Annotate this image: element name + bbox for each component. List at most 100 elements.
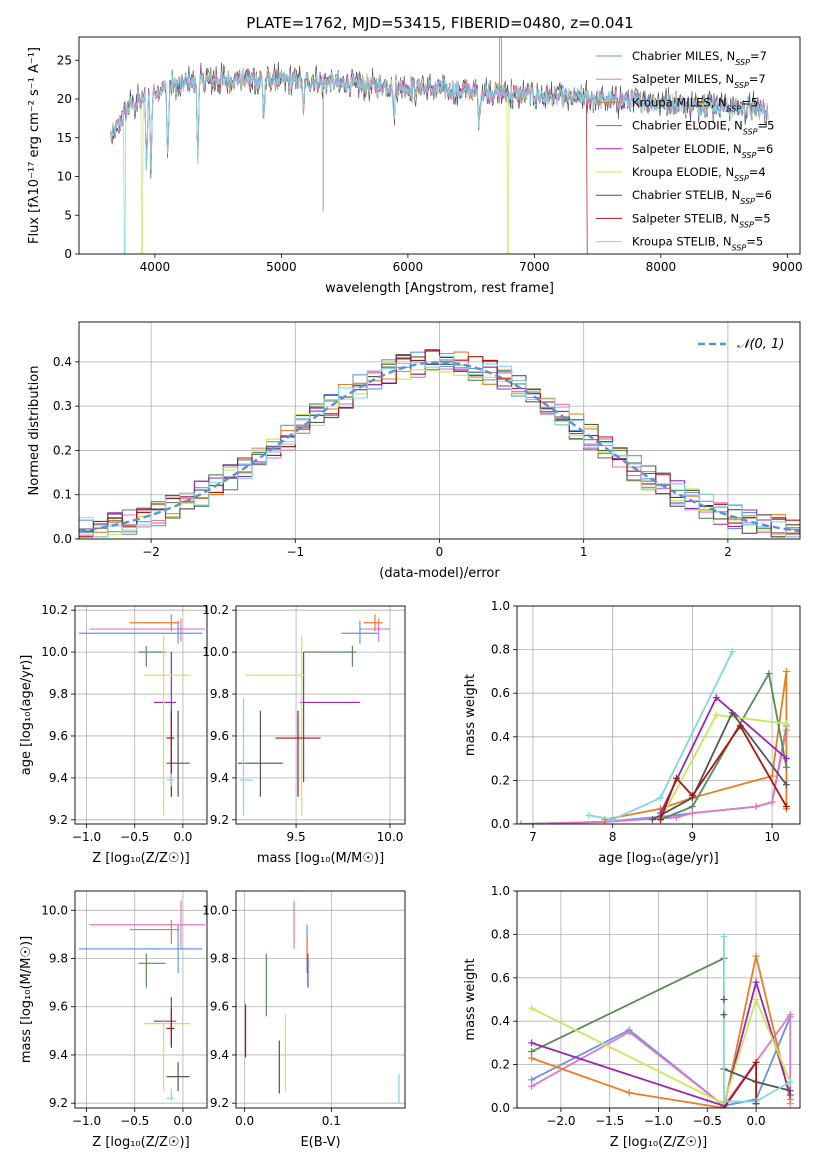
errorbar-salpeter-stelib [166, 1009, 175, 1048]
series-line [531, 957, 725, 1053]
extra-marker [752, 1100, 760, 1108]
x-tick-label: 0 [436, 545, 444, 559]
y-axis-label: mass weight [463, 958, 478, 1040]
plot-area [78, 900, 206, 1101]
x-tick-label: 8 [609, 830, 617, 844]
plot-mass_weight_vs_age: 7 8 9 10 0.0 0.2 0.4 0.6 0.8 1.0 age [log₁₀(age/yr… [463, 599, 801, 866]
x-tick-label: 7 [529, 830, 537, 844]
y-tick-label: 25 [57, 53, 72, 67]
series-line [660, 671, 788, 821]
plot-age_vs_mass: 9.5 10.0 9.2 9.4 9.6 9.8 10.0 10.2 mass [log₁₀(M… [202, 603, 406, 866]
x-axis-label: (data-model)/error [379, 566, 500, 581]
series-salpeter-stelib [656, 722, 790, 824]
series-line [723, 936, 791, 1103]
axes-frame [516, 605, 801, 825]
plot-area [237, 614, 390, 816]
y-tick-label: 0.1 [53, 488, 72, 502]
series-line [531, 955, 792, 1108]
series-line [588, 651, 734, 821]
plot-mass_weight_vs_Z: −2.0 −1.5 −1.0 −0.5 0.0 0.0 0.2 0.4 0.6 0.8 1.0 Z [… [463, 884, 801, 1150]
x-tick-label: 9 [689, 830, 697, 844]
y-tick-label: 9.4 [210, 1048, 229, 1062]
y-axis-label: mass [log₁₀(M/M☉)] [19, 936, 34, 1063]
y-tick-label: 10.0 [41, 645, 68, 659]
x-axis-label: age [log₁₀(age/yr)] [598, 851, 719, 866]
series-chabrier-elodie [528, 954, 728, 1056]
y-tick-label: 0.0 [491, 817, 510, 831]
y-tick-label: 9.6 [210, 1000, 229, 1014]
x-tick-label: −1.0 [72, 830, 101, 844]
legend-label: 𝒩(0, 1) [737, 337, 784, 352]
errorbar-kroupa-miles [363, 614, 383, 632]
y-tick-label: 20 [57, 92, 72, 106]
series-line [604, 671, 788, 821]
x-tick-label: 9.5 [287, 830, 306, 844]
y-tick-label: 15 [57, 131, 72, 145]
plot-mass_vs_ebv: 0.0 0.1 9.2 9.4 9.6 9.8 10.0 E(B-V) [202, 890, 406, 1150]
x-axis-label: E(B-V) [300, 1135, 340, 1150]
histogram-salpeter-stelib [79, 350, 800, 538]
legend-label: Chabrier MILES, NSSP=7 [632, 49, 767, 67]
series-chabrier-miles [517, 722, 790, 824]
legend-label: Kroupa ELODIE, NSSP=4 [632, 165, 766, 183]
errorbar-kroupa-miles [129, 919, 180, 945]
x-axis-label: Z [log₁₀(Z/Z☉)] [610, 1135, 707, 1150]
errorbar-chabrier-miles [78, 620, 203, 644]
axes-frame [235, 605, 406, 825]
plot-mass_vs_Z: −1.0 −0.5 0.0 9.2 9.4 9.6 9.8 10.0 Z [log₁₀(Z/Z☉… [19, 890, 208, 1150]
y-tick-label: 9.2 [49, 1096, 68, 1110]
y-tick-label: 0.8 [491, 927, 510, 941]
plot-area [78, 614, 206, 816]
legend-label: Salpeter MILES, NSSP=7 [632, 72, 766, 90]
y-tick-label: 9.6 [210, 729, 229, 743]
x-tick-label: −2 [142, 545, 160, 559]
histogram-kroupa-elodie [79, 362, 800, 538]
y-tick-label: 0.0 [53, 532, 72, 546]
y-tick-label: 0.8 [491, 643, 510, 657]
errorbar-salpeter-elodie [154, 997, 177, 1046]
y-tick-label: 10.0 [202, 645, 229, 659]
y-tick-label: 0 [64, 247, 72, 261]
errorbar-kroupa-elodie [144, 635, 191, 816]
y-tick-label: 9.2 [49, 813, 68, 827]
errorbar-chabrier-elodie [138, 645, 166, 667]
errorbar-kroupa-elodie [245, 635, 306, 816]
legend-label: Salpeter ELODIE, NSSP=6 [632, 142, 773, 160]
x-tick-label: 0.0 [173, 830, 192, 844]
y-tick-label: 0.4 [491, 1014, 510, 1028]
x-tick-label: −1.0 [72, 1114, 101, 1128]
y-tick-label: 10 [57, 170, 72, 184]
y-tick-label: 9.2 [210, 1096, 229, 1110]
errorbar-kroupa-elodie [144, 1018, 191, 1092]
plots-layer: 4000 5000 6000 7000 8000 90000510152025wavele… [19, 36, 803, 1150]
spectrum-line-kroupa-stelib [110, 70, 769, 254]
x-tick-label: 6000 [393, 260, 424, 274]
extra-marker [720, 996, 728, 1003]
y-axis-label: age [log₁₀(age/yr)] [19, 655, 34, 776]
errorbar-kroupa-stelib [166, 773, 175, 787]
errorbar-chabrier-stelib [166, 710, 190, 797]
series-line [659, 696, 787, 814]
legend-label: Salpeter STELIB, NSSP=5 [632, 211, 771, 229]
y-tick-label: 0.0 [491, 1101, 510, 1115]
y-tick-label: 10.2 [202, 603, 229, 617]
x-tick-label: 0.0 [173, 1114, 192, 1128]
x-tick-label: −0.5 [693, 1114, 722, 1128]
errorbar-salpeter-elodie [154, 652, 177, 783]
errorbar-chabrier-miles [78, 924, 203, 973]
x-tick-label: −0.5 [120, 1114, 149, 1128]
x-tick-label: −1.5 [595, 1114, 624, 1128]
y-tick-label: 9.8 [210, 952, 229, 966]
axes-frame [516, 890, 801, 1109]
extra-marker [720, 1011, 728, 1019]
y-tick-label: 0.2 [53, 443, 72, 457]
y-tick-label: 5 [64, 208, 72, 222]
plot-area [244, 900, 400, 1104]
legend-label: Chabrier ELODIE, NSSP=5 [632, 119, 774, 137]
legend-label: Kroupa STELIB, NSSP=5 [632, 235, 763, 253]
errorbar-chabrier-elodie [138, 953, 166, 988]
axes-frame [78, 321, 801, 540]
axes-frame [235, 890, 406, 1109]
series-chabrier-miles [528, 1013, 794, 1108]
